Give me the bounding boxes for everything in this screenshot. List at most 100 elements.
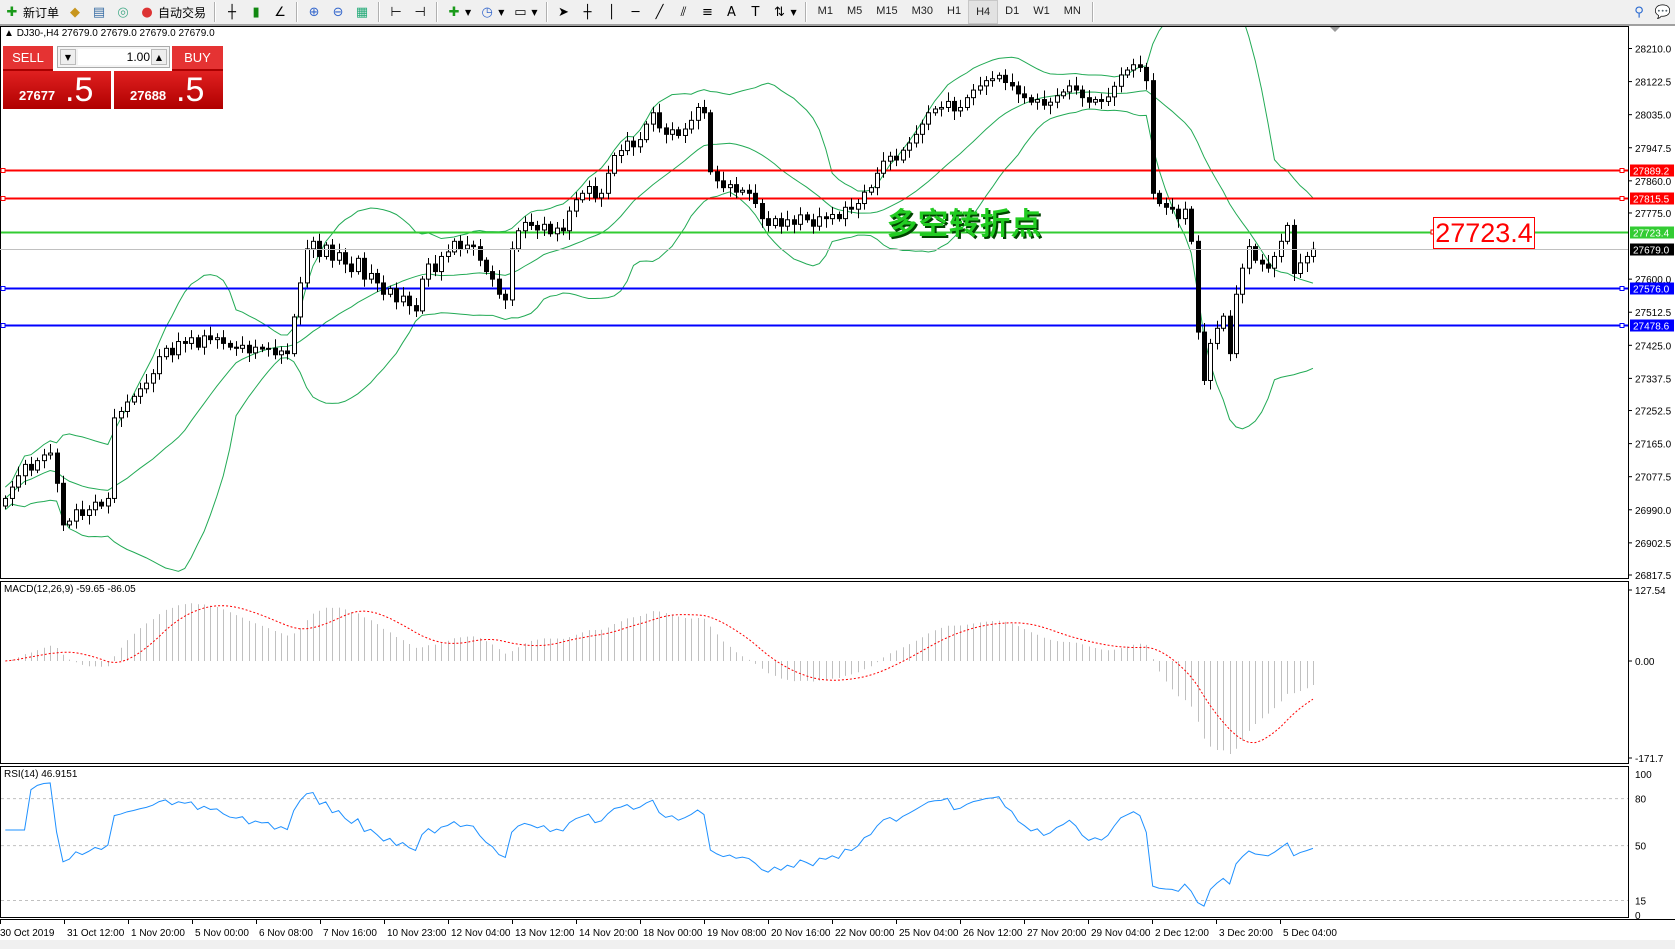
candle-bearish xyxy=(234,346,239,349)
candle-bullish xyxy=(978,85,983,91)
candle-bullish xyxy=(644,123,649,141)
timeframe-h1[interactable]: H1 xyxy=(947,5,962,17)
timeframe-h4[interactable]: H4 xyxy=(968,0,999,24)
buy-price[interactable]: 27688 .5 xyxy=(114,71,223,109)
zoom-in-icon: ⊕ xyxy=(308,4,320,20)
sell-price[interactable]: 27677 .5 xyxy=(3,71,111,109)
candle-chart-button[interactable]: ▮ xyxy=(244,1,268,23)
horizontal-line-button[interactable]: ─ xyxy=(624,1,648,23)
price-tag xyxy=(1630,192,1674,205)
timeframe-m30[interactable]: M30 xyxy=(911,5,934,17)
y-tick-label: 27077.5 xyxy=(1635,473,1672,484)
timeframe-mn[interactable]: MN xyxy=(1063,5,1081,17)
candle-bullish xyxy=(87,509,92,516)
arrows-icon: ⇅ xyxy=(774,4,785,20)
candle-bearish xyxy=(1189,208,1194,242)
arrows-button[interactable]: ⇅ ▼ xyxy=(768,1,801,23)
candle-bullish xyxy=(446,251,451,257)
zoom-out-button[interactable]: ⊖ xyxy=(326,1,350,23)
candle-bearish xyxy=(273,347,278,356)
candle-bearish xyxy=(715,171,720,182)
candle-bullish xyxy=(619,150,624,157)
zoom-out-icon: ⊖ xyxy=(332,4,344,20)
crosshair-button[interactable]: ┼ xyxy=(576,1,600,23)
text-button[interactable]: A xyxy=(720,1,744,23)
new-order-icon: ✚ xyxy=(6,4,18,20)
timeframe-d1[interactable]: D1 xyxy=(1005,5,1020,17)
candle-bullish xyxy=(696,106,701,121)
auto-trading-label: 自动交易 xyxy=(158,5,207,20)
candle-bullish xyxy=(465,244,470,250)
candle-bearish xyxy=(394,288,399,303)
indicators-button[interactable]: ✚ ▼ xyxy=(442,1,475,23)
templates-button[interactable]: ▭ ▼ xyxy=(508,1,541,23)
lot-decrease-button[interactable]: ▼ xyxy=(60,49,76,65)
periods-button[interactable]: ◷ ▼ xyxy=(475,1,508,23)
channel-icon: ⫽ xyxy=(680,4,687,20)
candle-bullish xyxy=(164,347,169,358)
new-order-button[interactable]: ✚ 新订单 xyxy=(0,1,63,23)
candle-bullish xyxy=(1279,240,1284,257)
candle-bullish xyxy=(1125,69,1130,76)
zoom-in-button[interactable]: ⊕ xyxy=(302,1,326,23)
auto-trading-button[interactable]: ● 自动交易 xyxy=(135,1,210,23)
equidistant-channel-button[interactable]: ⫽ xyxy=(672,1,696,23)
candle-bearish xyxy=(1144,66,1149,82)
line-chart-button[interactable]: ∠ xyxy=(268,1,292,23)
chart-annotation-text[interactable]: 多空转折点 xyxy=(887,207,1042,242)
cursor-button[interactable]: ➤ xyxy=(552,1,576,23)
x-tick-label: 31 Oct 12:00 xyxy=(67,928,125,939)
candle-bearish xyxy=(1253,246,1258,261)
price-label-object[interactable]: 27723.4 xyxy=(1433,217,1535,249)
candle-bearish xyxy=(375,272,380,284)
candle-bullish xyxy=(151,373,156,384)
candle-bullish xyxy=(125,401,130,412)
tile-windows-icon: ▦ xyxy=(355,4,369,20)
timeframe-w1[interactable]: W1 xyxy=(1033,5,1050,17)
candle-bearish xyxy=(529,221,534,226)
candle-bearish xyxy=(228,342,233,348)
x-tick-label: 14 Nov 20:00 xyxy=(579,928,639,939)
lot-input[interactable] xyxy=(78,49,152,65)
candle-bearish xyxy=(1010,82,1015,87)
x-tick-label: 19 Nov 08:00 xyxy=(707,928,767,939)
candle-bearish xyxy=(1151,80,1156,194)
candle-bearish xyxy=(247,344,252,354)
x-tick-label: 18 Nov 00:00 xyxy=(643,928,703,939)
sell-button[interactable]: SELL xyxy=(3,46,53,71)
timeframe-m5[interactable]: M5 xyxy=(846,5,863,17)
buy-button[interactable]: BUY xyxy=(172,46,223,71)
text-label-button[interactable]: T xyxy=(744,1,768,23)
chart-shift-button[interactable]: ⊢ xyxy=(384,1,408,23)
lot-increase-button[interactable]: ▲ xyxy=(151,49,167,65)
timeframe-m15[interactable]: M15 xyxy=(876,5,898,17)
candle-bearish xyxy=(535,224,540,231)
y-tick-label: 27252.5 xyxy=(1635,407,1672,418)
market-watch-button[interactable]: ◆ xyxy=(63,1,87,23)
candle-bearish xyxy=(805,214,810,221)
timeframe-m1[interactable]: M1 xyxy=(817,5,833,17)
search-button[interactable]: ⚲ xyxy=(1627,1,1651,23)
vertical-line-button[interactable]: │ xyxy=(600,1,624,23)
candle-bearish xyxy=(1029,97,1034,103)
candle-bullish xyxy=(1215,327,1220,344)
autoscroll-button[interactable]: ⊣ xyxy=(408,1,432,23)
lot-stepper[interactable]: ▼ ▲ xyxy=(57,46,170,68)
signals-button[interactable]: ◎ xyxy=(111,1,135,23)
template-icon: ▭ xyxy=(514,4,527,20)
candle-bearish xyxy=(433,263,438,273)
fibonacci-icon: ≡ xyxy=(702,4,713,20)
price-tag xyxy=(1630,319,1674,332)
candle-bearish xyxy=(837,213,842,220)
candle-bullish xyxy=(253,346,258,354)
candle-bearish xyxy=(170,347,175,356)
bar-chart-button[interactable]: ┼ xyxy=(220,1,244,23)
candle-bullish xyxy=(1119,74,1124,87)
tile-windows-button[interactable]: ▦ xyxy=(350,1,374,23)
y-tick-label: 27512.5 xyxy=(1635,308,1672,319)
navigator-button[interactable]: ▤ xyxy=(87,1,111,23)
trendline-button[interactable]: ╱ xyxy=(648,1,672,23)
chat-button[interactable]: 💬 xyxy=(1651,1,1675,23)
fibonacci-button[interactable]: ≡ xyxy=(696,1,720,23)
